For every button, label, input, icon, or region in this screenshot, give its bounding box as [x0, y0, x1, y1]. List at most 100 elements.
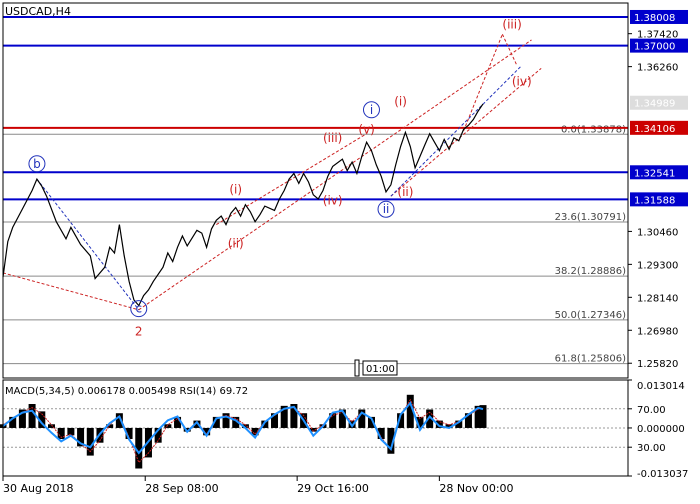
fib-level-label: 0.0(1.33878)	[561, 124, 626, 135]
current-price-box	[630, 95, 688, 110]
macd-histogram-bar	[232, 416, 240, 428]
price-tick-label: 1.36260	[637, 63, 678, 74]
blue-level-price-label: 1.38008	[634, 13, 675, 24]
wave-label-circle	[28, 155, 46, 173]
macd-histogram-bar	[67, 427, 75, 436]
macd-histogram-bar	[212, 416, 220, 428]
macd-histogram-bar	[367, 416, 375, 428]
red-wave-line	[463, 34, 503, 132]
wave-label: (i)	[229, 182, 242, 196]
fib-level-label: 61.8(1.25806)	[555, 354, 627, 365]
macd-signal-line	[2, 398, 484, 464]
macd-histogram-bar	[261, 420, 269, 428]
indicator-layer	[0, 394, 628, 469]
wave-label: i	[370, 103, 373, 117]
red-level-price-box	[630, 120, 688, 135]
wave-label: ii	[383, 202, 390, 216]
macd-histogram-bar	[38, 411, 46, 428]
wave-label: (v)	[358, 123, 374, 137]
macd-histogram-bar	[455, 420, 463, 428]
indicator-tick-label: 30.00	[637, 443, 666, 454]
macd-histogram-bar	[86, 427, 94, 456]
macd-histogram-bar	[174, 416, 182, 428]
macd-histogram-bar	[280, 405, 288, 428]
price-tick-label: 1.28140	[637, 293, 678, 304]
wave-label: (iv)	[512, 74, 532, 88]
price-tick-label: 1.25820	[637, 359, 678, 370]
macd-histogram-bar	[241, 424, 249, 428]
macd-histogram-bar	[203, 427, 211, 436]
indicator-tick-label: 70.00	[637, 405, 666, 416]
blue-level-price-box	[630, 9, 688, 24]
fib-level-label: 50.0(1.27346)	[555, 310, 627, 321]
price-pane-frame	[2, 2, 629, 379]
indicator-tick-label: -0.013037	[637, 469, 688, 480]
wave-label-circle	[377, 200, 395, 218]
macd-histogram-bar	[125, 427, 133, 440]
macd-histogram-bar	[164, 424, 172, 428]
price-line	[2, 103, 484, 307]
time-tick-label: 28 Sep 08:00	[145, 482, 218, 495]
indicator-tick-label: 0.013014	[637, 381, 685, 392]
wave-label: (iii)	[323, 131, 342, 145]
macd-histogram-bar	[271, 413, 279, 428]
macd-histogram-bar	[377, 427, 385, 440]
macd-histogram-bar	[309, 427, 317, 432]
macd-histogram-bar	[329, 413, 337, 428]
axes-layer: 1.37420 1.36260 1.30460 1.29300 1.28140 1.269…	[2, 2, 688, 495]
wave-lines-layer	[2, 34, 542, 311]
macd-histogram-bar	[426, 409, 434, 428]
price-tick-label: 1.29300	[637, 260, 678, 271]
wave-label: 2	[135, 324, 143, 338]
cursor-time-box	[362, 360, 398, 376]
red-wave-line	[501, 34, 518, 66]
macd-histogram-bar	[338, 409, 346, 428]
chart-symbol-title: USDCAD,H4	[5, 5, 71, 18]
price-tick-label: 1.37420	[637, 30, 678, 41]
wave-label: (i)	[394, 94, 407, 108]
wave-label: (iv)	[323, 194, 343, 208]
macd-histogram-bar	[154, 427, 162, 443]
macd-histogram-bar	[464, 413, 472, 428]
macd-histogram-bar	[9, 416, 17, 428]
blue-wave-line	[36, 178, 140, 311]
time-tick-label: 28 Nov 00:00	[439, 482, 513, 495]
macd-histogram-bar	[222, 413, 230, 428]
blue-level-price-label: 1.31588	[634, 195, 675, 206]
macd-histogram-bar	[397, 413, 405, 428]
macd-histogram-bar	[18, 409, 26, 428]
wave-label-circle	[130, 300, 148, 318]
blue-level-price-box	[630, 165, 688, 180]
macd-histogram-bar	[416, 416, 424, 428]
indicator-title: MACD(5,34,5) 0.006178 0.005498 RSI(14) 6…	[5, 386, 248, 397]
macd-histogram-bar	[47, 424, 55, 428]
fib-level-label: 38.2(1.28886)	[555, 266, 627, 277]
macd-histogram-bar	[106, 424, 114, 428]
price-tick-label: 1.26980	[637, 326, 678, 337]
wave-label: b	[33, 157, 41, 171]
indicator-tick-label: 0.000000	[637, 424, 685, 435]
cursor-time-label: 01:00	[366, 364, 395, 375]
macd-histogram-bar	[445, 424, 453, 428]
current-price-label: 1.34989	[634, 99, 675, 110]
wave-label: (ii)	[397, 185, 413, 199]
levels-layer: 0.0(1.33878) 23.6(1.30791) 38.2(1.28886) 50…	[3, 15, 628, 365]
blue-level-price-label: 1.37000	[634, 42, 675, 53]
red-wave-line	[2, 272, 139, 311]
macd-histogram-bar	[135, 427, 143, 469]
fib-level-label: 23.6(1.30791)	[555, 212, 627, 223]
macd-histogram-bar	[251, 427, 259, 436]
cursor-marker	[354, 359, 360, 377]
wave-label: (iii)	[502, 18, 521, 32]
macd-histogram-bar	[193, 420, 201, 428]
macd-histogram-bar	[115, 413, 123, 428]
macd-histogram-bar	[479, 405, 487, 428]
macd-histogram-bar	[183, 427, 191, 432]
red-level-price-label: 1.34106	[634, 124, 675, 135]
macd-histogram-bar	[387, 427, 395, 454]
macd-histogram-bar	[435, 420, 443, 428]
blue-wave-line	[390, 65, 523, 197]
macd-histogram-bar	[406, 394, 414, 428]
